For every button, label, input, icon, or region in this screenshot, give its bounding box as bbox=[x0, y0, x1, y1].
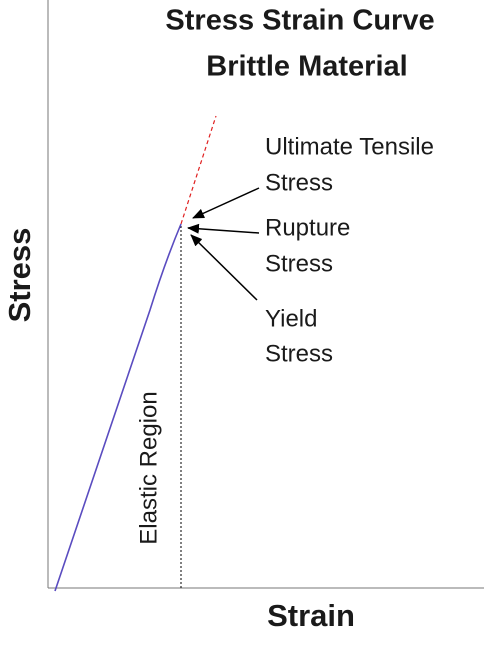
title-line-1: Stress Strain Curve bbox=[165, 5, 434, 37]
arrow bbox=[192, 187, 260, 219]
extension-line bbox=[180, 115, 217, 225]
x-axis-label: Strain bbox=[267, 598, 355, 633]
stress-strain-curve bbox=[54, 223, 182, 592]
title-line-2: Brittle Material bbox=[206, 51, 407, 83]
region-label: Elastic Region bbox=[135, 391, 162, 544]
annotation-text: Stress bbox=[265, 250, 333, 277]
arrow bbox=[187, 223, 260, 234]
arrow bbox=[190, 234, 258, 301]
annotation-text: Ultimate Tensile bbox=[265, 133, 434, 160]
annotation-text: Yield bbox=[265, 305, 317, 332]
annotation-text: Rupture bbox=[265, 214, 350, 241]
annotation-text: Stress bbox=[265, 169, 333, 196]
y-axis-label: Stress bbox=[2, 228, 37, 323]
annotation-text: Stress bbox=[265, 340, 333, 367]
